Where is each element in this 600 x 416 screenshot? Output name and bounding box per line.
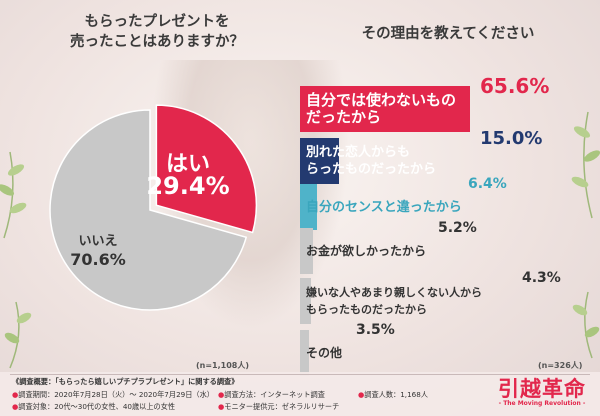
brand-logo: 引越革命 - The Moving Revolution -: [498, 378, 586, 407]
survey-footer: 《調査概要：「もらったら嬉しいプチプラプレゼント」に関する調査》 ●調査期間：2…: [0, 372, 600, 416]
survey-respondents: ●調査人数：1,168人: [358, 390, 428, 399]
survey-target: ●調査対象：20代～30代の女性、40歳以上の女性: [12, 402, 176, 411]
pie-label-no: いいえ: [78, 234, 118, 249]
bar-category-line: 嫌いな人やあまり親しくない人から: [306, 286, 482, 299]
pie-value-no: 70.6%: [70, 250, 126, 269]
bar-sample-size: (n=326人): [538, 361, 583, 370]
pie-chart-title: もらったプレゼントを 売ったことはありますか？: [52, 12, 262, 52]
bar-category-line: 自分では使わないもの: [306, 91, 457, 109]
survey-period: ●調査期間：2020年7月28日（火）～ 2020年7月29日（水）: [12, 390, 214, 399]
pie-label-yes: はい: [165, 152, 210, 177]
leaf-decoration-bottom-right-icon: [560, 290, 600, 360]
pie-slice-yes: [155, 104, 258, 234]
bar-chart-title: その理由を教えてください: [361, 26, 535, 42]
bar-category-line: その他: [306, 345, 343, 360]
bar-category-label: 自分のセンスと違ったから: [300, 199, 462, 216]
bar-category-label: 別れた恋人からもらったものだったから: [300, 144, 436, 178]
leaf-decoration-left-icon: [0, 150, 40, 240]
bar-category-line: 別れた恋人からも: [306, 145, 411, 160]
survey-method: ●調査方法：インターネット調査: [218, 390, 325, 399]
leaf-decoration-bottom-left-icon: [4, 300, 44, 370]
bar-category-label: お金が欲しかったから: [300, 243, 426, 260]
bar-category-line: だったから: [306, 108, 382, 126]
bar-category-line: らったものだったから: [306, 162, 437, 177]
pie-title-line-2: 売ったことはありますか？: [70, 34, 244, 50]
pie-sample-size: (n=1,108人): [196, 361, 250, 370]
bar-fill: [300, 228, 313, 274]
bar-fill: [300, 138, 339, 184]
pie-title-line-1: もらったプレゼントを: [84, 14, 230, 30]
logo-tagline: - The Moving Revolution -: [498, 400, 586, 407]
leaf-decoration-right-icon: [556, 110, 600, 220]
bar-fill: [300, 184, 317, 230]
logo-text: 引越革命: [498, 377, 586, 401]
pie-slice-no: [49, 109, 248, 311]
bar-category-line: 自分のセンスと違ったから: [306, 199, 462, 215]
footer-divider: [10, 374, 590, 375]
pie-value-yes: 29.4%: [146, 172, 230, 200]
survey-provider: ●モニター提供元：ゼネラルリサーチ: [218, 402, 340, 411]
bar-fill: [300, 86, 470, 132]
bar-fill: [300, 330, 309, 376]
bar-category-label: その他: [300, 345, 342, 362]
bar-fill: [300, 278, 311, 324]
bar-category-label: 嫌いな人やあまり親しくない人から もらったものだったから: [300, 284, 482, 318]
survey-heading: 《調査概要：「もらったら嬉しいプチプラプレゼント」に関する調査》: [12, 377, 239, 386]
bar-category-label: 自分では使わないもの だったから: [300, 92, 456, 126]
bar-category-line: もらったものだったから: [306, 303, 427, 316]
bar-category-line: お金が欲しかったから: [306, 243, 427, 258]
